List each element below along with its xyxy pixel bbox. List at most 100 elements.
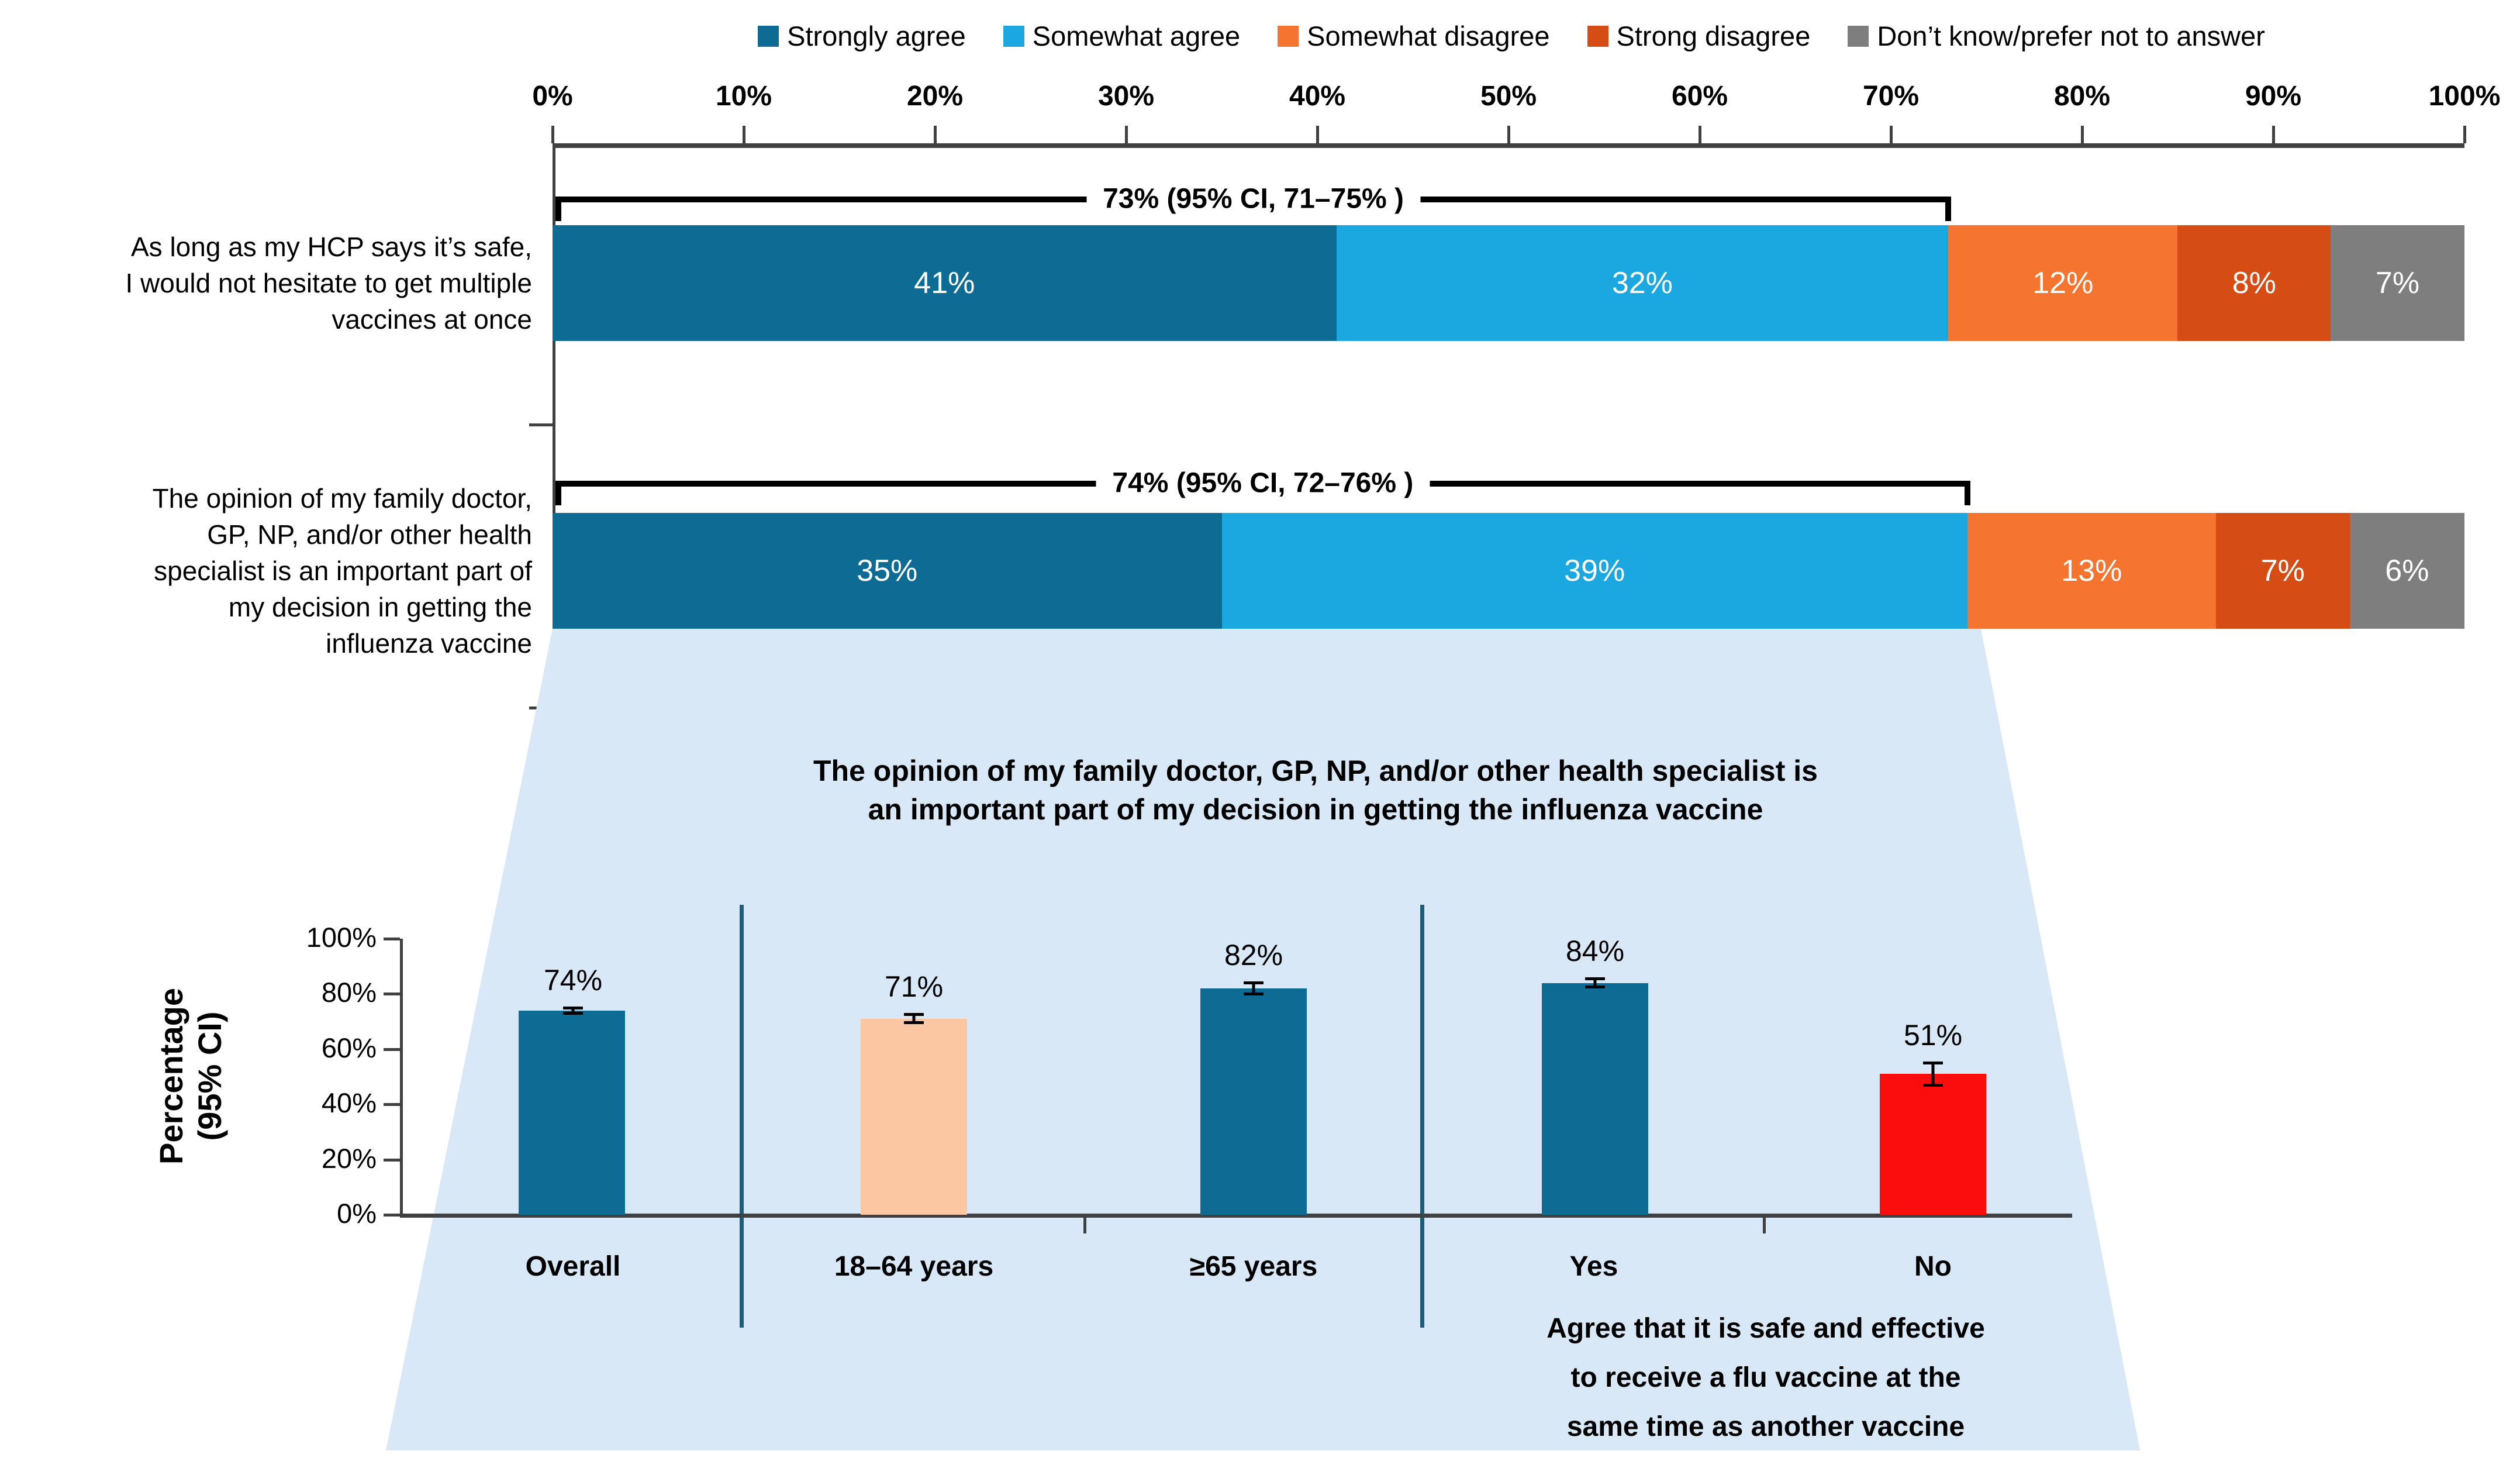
y-axis-tick-label: 20%: [321, 1142, 377, 1174]
somewhat-disagree-swatch-icon: [1278, 25, 1299, 47]
x-label-yes: Yes: [1569, 1251, 1618, 1282]
row1-strongly-agree-segment: 41%: [553, 225, 1337, 341]
bar-yes: [1542, 983, 1648, 1215]
value-label-65-plus-years: 82%: [1224, 939, 1283, 972]
x-axis-tick: [743, 126, 745, 143]
x-axis-tick-label: 10%: [715, 81, 772, 112]
row2-ci-bracket-label: 74% (95% CI, 72–76% ): [1096, 467, 1430, 499]
legend-item-strong-disagree: Strong disagree: [1587, 20, 1811, 51]
x-label-overall: Overall: [525, 1251, 621, 1282]
error-bar-overall: [563, 1006, 583, 1015]
x-axis-tick-label: 0%: [532, 81, 573, 112]
row2-category-line: GP, NP, and/or other health: [207, 519, 532, 550]
x-axis-tick: [1763, 1216, 1766, 1233]
row1-strong-disagree-segment: 8%: [2177, 225, 2331, 341]
x-axis-tick-label: 90%: [2245, 81, 2302, 112]
legend-item-somewhat-agree: Somewhat agree: [1003, 22, 1240, 50]
group-annotation-line: same time as another vaccine: [1566, 1411, 1965, 1442]
bar-overall: [519, 1010, 625, 1215]
x-axis-tick-label: 20%: [906, 81, 964, 112]
legend-label: Strong disagree: [1616, 20, 1811, 51]
segment-value-label: 12%: [2032, 266, 2094, 300]
x-axis-tick: [1699, 126, 1701, 143]
row2-category-line: influenza vaccine: [326, 628, 532, 659]
y-axis-tick: [384, 1158, 400, 1162]
value-label-18-64-years: 71%: [884, 970, 944, 1004]
x-axis-tick: [1890, 126, 1893, 143]
segment-value-label: 7%: [2260, 554, 2305, 588]
row1-category-line: vaccines at once: [332, 304, 532, 335]
dont-know-swatch-icon: [1848, 25, 1869, 47]
y-axis-tick-label: 0%: [337, 1198, 377, 1229]
x-axis-tick: [1125, 126, 1128, 143]
value-label-yes: 84%: [1565, 935, 1625, 968]
legend-item-dont-know: Don’t know/prefer not to answer: [1848, 22, 2265, 50]
legend-label: Somewhat agree: [1032, 20, 1241, 51]
x-axis-tick-label: 70%: [1862, 81, 1920, 112]
legend-item-somewhat-disagree: Somewhat disagree: [1278, 22, 1550, 50]
error-bar-no: [1923, 1062, 1943, 1087]
x-axis-tick: [2081, 126, 2084, 143]
bar-65-plus-years: [1200, 988, 1307, 1215]
y-axis-tick: [384, 993, 400, 996]
row2-strongly-agree-segment: 35%: [553, 513, 1222, 629]
sub-chart-plot-area: 74% 71% 82% 84% 51% 0% 20% 40% 60% 80% 100%: [306, 922, 2072, 1233]
x-axis-tick: [2272, 126, 2275, 143]
segment-value-label: 8%: [2232, 266, 2276, 300]
segment-value-label: 35%: [857, 554, 918, 588]
x-axis-tick-label: 100%: [2428, 81, 2501, 112]
group-annotation-line: to receive a flu vaccine at the: [1570, 1362, 1961, 1393]
row2-category-line: The opinion of my family doctor,: [152, 483, 532, 514]
row1-category-label: As long as my HCP says it’s safe, I woul…: [18, 229, 532, 337]
y-axis-tick: [384, 1103, 400, 1107]
segment-value-label: 13%: [2061, 554, 2122, 588]
y-axis-tick-label: 100%: [306, 922, 377, 953]
y-axis-tick: [384, 1047, 400, 1051]
error-bar-line: [571, 1009, 575, 1012]
error-bar-line: [1931, 1064, 1935, 1084]
x-label-65-plus-years: ≥65 years: [1189, 1251, 1318, 1282]
x-axis-tick-label: 40%: [1289, 81, 1346, 112]
sub-x-axis-line: [400, 1214, 2072, 1218]
y-axis-tick-label: 40%: [321, 1087, 377, 1119]
bar-no: [1880, 1074, 1986, 1215]
row1-somewhat-disagree-segment: 12%: [1948, 225, 2178, 341]
legend-label: Don’t know/prefer not to answer: [1877, 20, 2265, 51]
y-axis-tick: [384, 1214, 400, 1217]
legend: Strongly agree Somewhat agree Somewhat d…: [553, 22, 2470, 50]
group-annotation: Agree that it is safe and effective to r…: [1473, 1304, 2058, 1452]
somewhat-agree-swatch-icon: [1003, 25, 1024, 47]
sub-y-axis-spine: [400, 939, 403, 1218]
sub-chart-title: The opinion of my family doctor, GP, NP,…: [555, 752, 2076, 829]
row2-stacked-bar: 35% 39% 13% 7% 6%: [553, 513, 2464, 629]
error-bar-yes: [1585, 977, 1605, 988]
x-axis-tick-label: 30%: [1097, 81, 1155, 112]
row2-dont-know-segment: 6%: [2349, 513, 2464, 629]
value-label-no: 51%: [1903, 1019, 1963, 1052]
sub-chart-y-axis-title: Percentage (95% CI): [152, 930, 281, 1222]
bar-18-64-years: [861, 1018, 967, 1215]
x-axis-tick-label: 60%: [1671, 81, 1728, 112]
segment-value-label: 7%: [2375, 266, 2420, 300]
row1-dont-know-segment: 7%: [2331, 225, 2464, 341]
segment-value-label: 6%: [2385, 554, 2429, 588]
y-axis-title-line: Percentage: [153, 988, 189, 1164]
row1-ci-bracket: 73% (95% CI, 71–75% ): [555, 182, 1952, 221]
y-axis-tick: [384, 938, 400, 940]
category-boundary-tick: [529, 423, 553, 426]
segment-value-label: 39%: [1564, 554, 1625, 588]
error-bar-18-64-years: [904, 1013, 924, 1025]
row1-stacked-bar: 41% 32% 12% 8% 7%: [553, 225, 2464, 341]
row2-category-line: specialist is an important part of: [154, 556, 532, 586]
top-y-axis-spine: [553, 143, 555, 711]
x-label-18-64-years: 18–64 years: [834, 1251, 994, 1282]
error-bar-line: [1593, 980, 1597, 985]
sub-chart-title-line: The opinion of my family doctor, GP, NP,…: [813, 754, 1818, 787]
x-axis-tick-label: 50%: [1480, 81, 1537, 112]
row1-category-line: I would not hesitate to get multiple: [125, 268, 532, 298]
legend-label: Strongly agree: [787, 20, 966, 51]
x-axis-tick: [2463, 126, 2466, 143]
segment-value-label: 41%: [914, 266, 975, 300]
x-axis-tick: [1316, 126, 1319, 143]
